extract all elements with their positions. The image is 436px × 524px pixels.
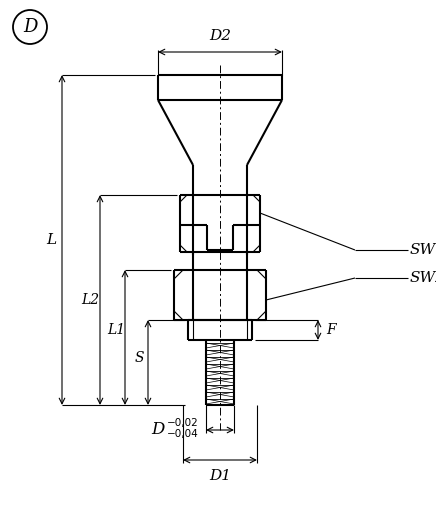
Text: D2: D2 [209,29,231,43]
Text: SW2: SW2 [410,271,436,285]
Text: F: F [326,323,336,337]
Text: −0,02: −0,02 [167,418,199,428]
Text: D: D [152,420,165,438]
Text: L: L [46,233,56,247]
Text: L1: L1 [107,322,125,336]
Text: L2: L2 [81,293,99,307]
Text: S: S [134,352,144,366]
Text: D: D [23,18,37,36]
Text: −0,04: −0,04 [167,429,199,439]
Text: SW1: SW1 [410,243,436,257]
Text: D1: D1 [209,469,231,483]
